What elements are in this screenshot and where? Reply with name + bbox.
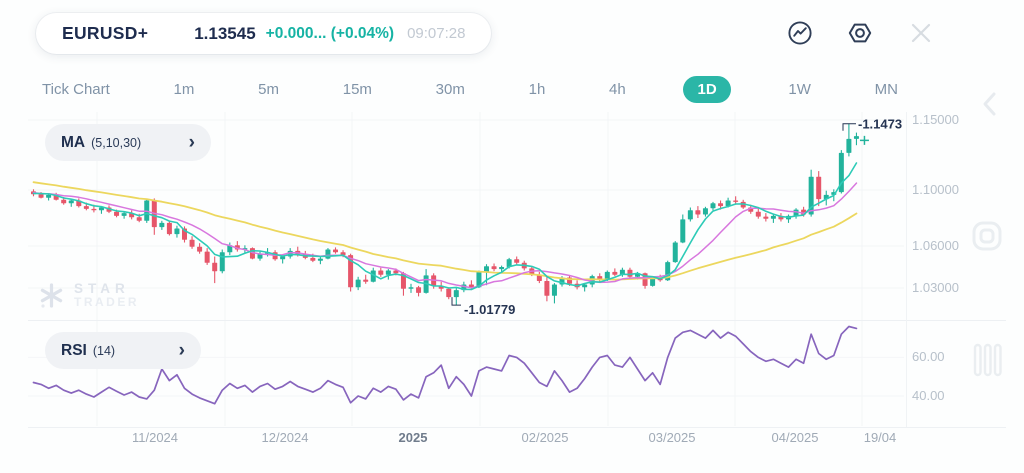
tab-mn[interactable]: MN [874, 80, 898, 98]
rsi-params: (14) [92, 343, 116, 358]
rsi-label: RSI [61, 341, 87, 359]
time-axis-label: 12/2024 [261, 430, 309, 445]
tab-30m[interactable]: 30m [435, 80, 465, 98]
low-annotation: -1.01779 [464, 302, 515, 317]
tab-1h[interactable]: 1h [528, 80, 546, 98]
server-time: 09:07:28 [407, 25, 466, 42]
time-axis-label: 11/2024 [131, 430, 179, 445]
current-price: 1.13545 [194, 23, 256, 43]
watermark: STAR TRADER [38, 282, 139, 309]
symbol-name: EURUSD+ [62, 23, 149, 43]
rsi-indicator-button[interactable]: RSI (14) › [45, 332, 201, 369]
tab-1d[interactable]: 1D [683, 75, 731, 103]
chevron-right-icon: › [178, 340, 185, 361]
watermark-line1: STAR [74, 281, 130, 296]
axis-label: 60.00 [912, 349, 945, 365]
tab-1m[interactable]: 1m [173, 80, 195, 98]
ma-indicator-button[interactable]: MA (5,10,30) › [45, 124, 211, 161]
tab-15m[interactable]: 15m [342, 80, 372, 98]
symbol-info-bar[interactable]: EURUSD+ 1.13545 +0.000... (+0.04%) 09:07… [36, 13, 492, 54]
tab-1w[interactable]: 1W [788, 80, 811, 98]
axis-label: 1.06000 [912, 238, 959, 253]
axis-label: 1.03000 [912, 280, 959, 295]
timeframe-tabs: Tick Chart 1m 5m 15m 30m 1h 4h 1D 1W MN [36, 74, 904, 104]
close-icon[interactable] [908, 20, 934, 46]
star-logo-icon [40, 283, 63, 308]
ma-label: MA [61, 133, 86, 151]
high-annotation: -1.1473 [858, 116, 902, 131]
ma-params: (5,10,30) [91, 135, 142, 150]
settings-icon[interactable] [847, 20, 873, 46]
price-change: +0.000... (+0.04%) [265, 24, 395, 42]
axis-label: 40.00 [912, 388, 945, 403]
time-axis-label: 19/04 [863, 430, 897, 445]
tab-4h[interactable]: 4h [609, 80, 626, 98]
time-axis-label: 03/2025 [648, 430, 696, 445]
axis-label: 1.15000 [912, 112, 959, 127]
frame-icon[interactable] [970, 219, 1004, 253]
scrollbar-icon[interactable] [972, 343, 1004, 377]
tab-tick-chart[interactable]: Tick Chart [42, 80, 110, 98]
watermark-line2: TRADER [74, 295, 139, 309]
time-axis-label: 02/2025 [521, 430, 569, 445]
time-axis-label: 04/2025 [771, 430, 819, 445]
collapse-chevron-icon[interactable] [980, 90, 1000, 118]
time-axis-label: 2025 [398, 430, 428, 445]
axis-label: 1.10000 [912, 182, 959, 197]
chevron-right-icon: › [188, 132, 195, 153]
chart-line-icon[interactable] [787, 20, 813, 46]
tab-5m[interactable]: 5m [258, 80, 279, 98]
